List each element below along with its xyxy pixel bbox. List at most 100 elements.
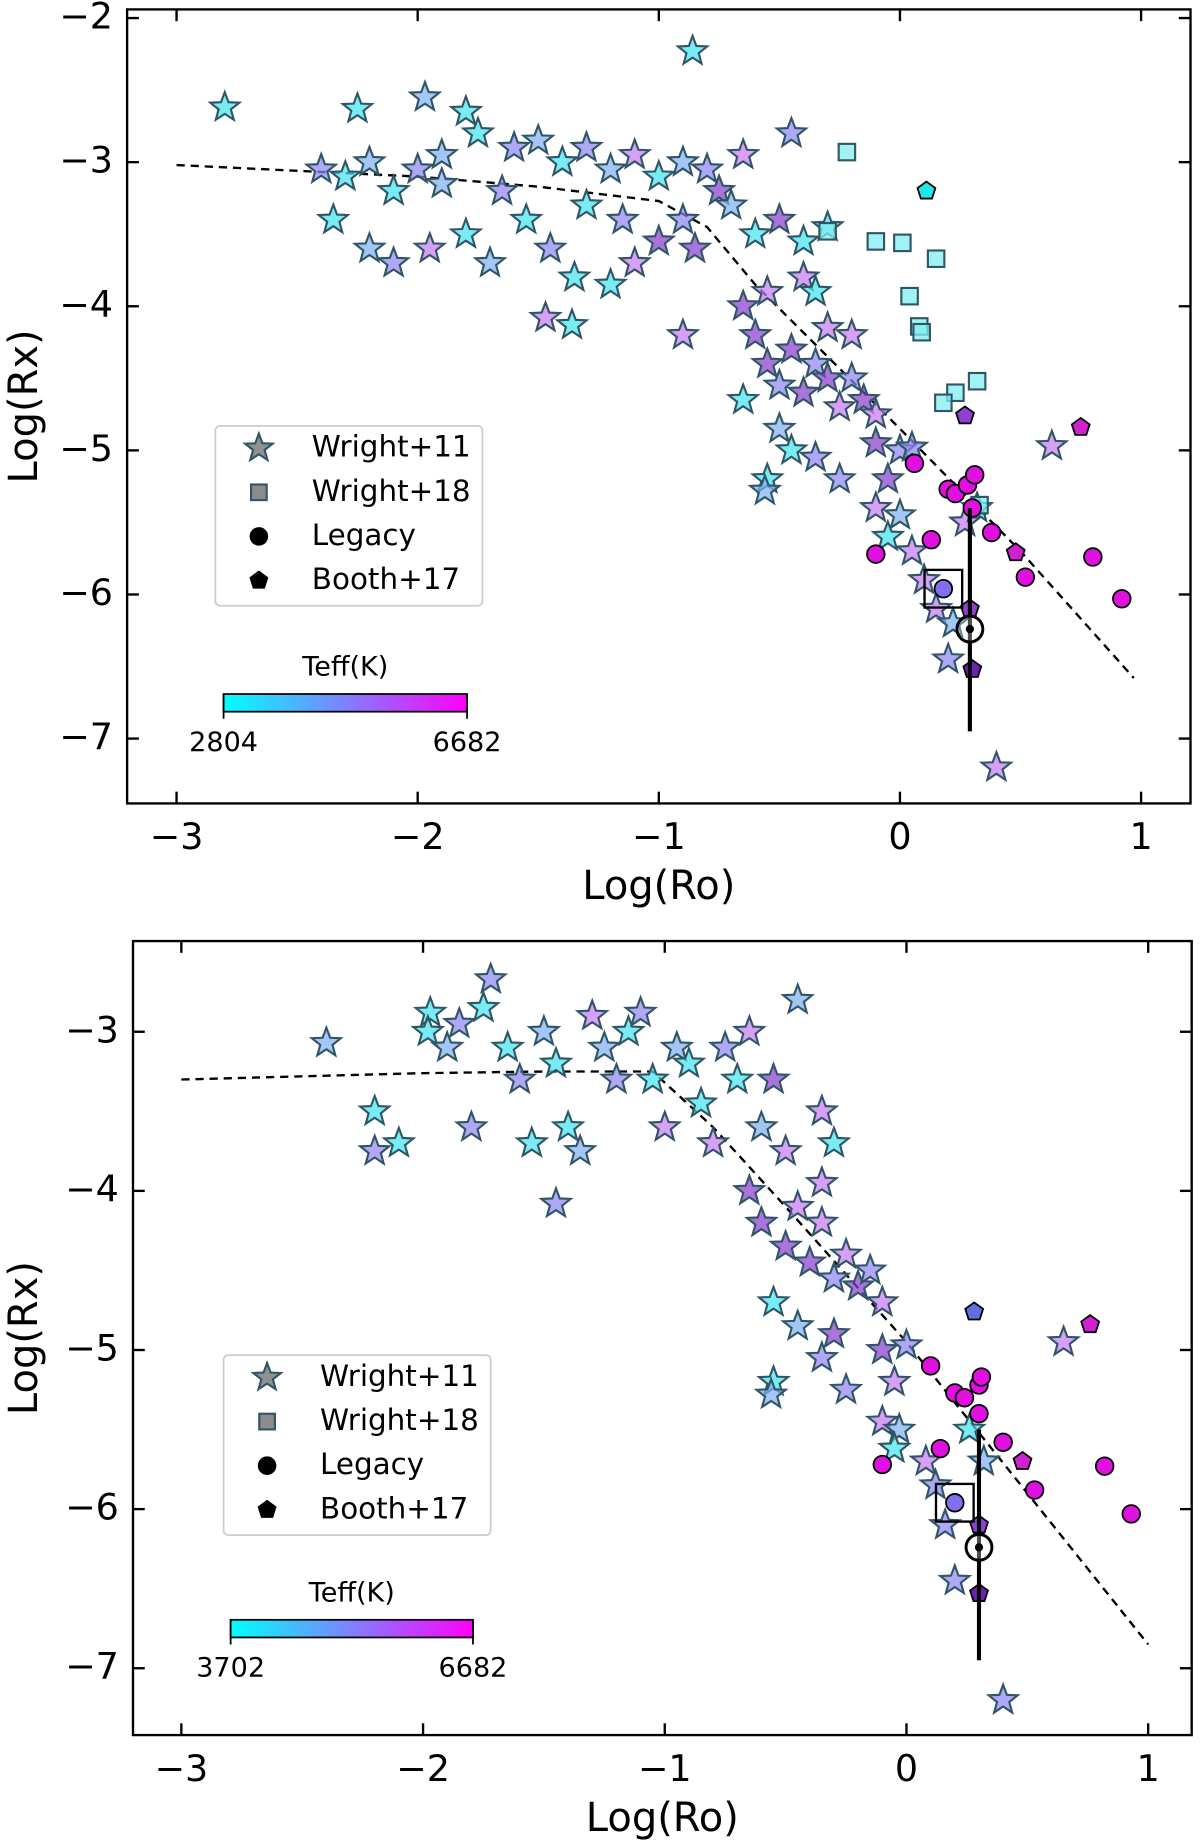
star-marker — [894, 532, 930, 566]
star-marker — [804, 1092, 840, 1127]
star-marker — [611, 1013, 646, 1047]
star-marker — [713, 187, 749, 221]
star-marker — [780, 1188, 816, 1222]
star-marker — [834, 359, 870, 394]
star-marker — [951, 1411, 987, 1445]
sun-dot — [965, 624, 974, 634]
star-marker — [870, 460, 906, 495]
y-tick-label: −7 — [59, 715, 113, 758]
star-marker — [598, 1061, 634, 1095]
star-marker — [617, 136, 653, 170]
star-marker — [569, 187, 604, 221]
legend-label: Legacy — [312, 518, 416, 552]
star-marker — [774, 432, 809, 466]
star-marker — [453, 1108, 489, 1143]
star-marker — [376, 172, 412, 206]
legend-label: Wright+18 — [320, 1403, 479, 1437]
circle-marker — [921, 530, 942, 550]
colorbar — [229, 1618, 474, 1639]
star-marker — [774, 115, 809, 149]
y-tick-label: −4 — [65, 1167, 119, 1210]
x-axis-label: Log(Ro) — [582, 863, 735, 909]
star-marker — [207, 89, 243, 123]
star-marker — [550, 1108, 586, 1143]
star-marker — [635, 1061, 671, 1095]
star-marker — [761, 367, 797, 401]
legend-box — [222, 1354, 492, 1536]
y-tick-label: −2 — [59, 0, 113, 38]
circle-marker — [904, 453, 925, 474]
square-marker — [912, 322, 931, 342]
x-tick-label: −3 — [154, 1747, 208, 1790]
y-tick-label: −6 — [59, 571, 113, 614]
star-marker — [376, 244, 412, 278]
star-marker — [858, 395, 894, 430]
colorbar — [222, 693, 468, 713]
x-tick-label: 0 — [895, 1747, 918, 1790]
star-marker — [768, 1132, 804, 1166]
circle-marker — [933, 579, 954, 599]
x-tick-label: −1 — [632, 815, 686, 858]
star-marker — [756, 1061, 791, 1095]
star-marker — [947, 504, 983, 538]
colorbar-min: 3702 — [196, 1653, 265, 1684]
star-marker — [816, 1124, 852, 1158]
circle-marker — [1024, 1480, 1045, 1500]
star-marker — [804, 1339, 840, 1373]
circle-marker — [971, 1367, 992, 1387]
star-marker — [647, 1109, 683, 1143]
star-marker — [822, 388, 858, 422]
star-marker — [774, 331, 809, 365]
star-marker — [810, 309, 846, 343]
circle-marker — [930, 1438, 951, 1459]
star-marker — [526, 1013, 562, 1047]
circle-marker — [964, 465, 985, 485]
star-marker — [641, 158, 677, 192]
circle-marker — [1015, 567, 1036, 587]
star-marker — [864, 1403, 900, 1437]
star-marker — [731, 1013, 767, 1047]
star-marker — [514, 1124, 550, 1158]
pentagon-marker — [964, 1301, 985, 1321]
star-marker — [882, 496, 918, 531]
star-marker — [460, 115, 496, 149]
star-marker — [798, 345, 833, 379]
star-marker — [400, 151, 436, 185]
star-marker — [659, 1029, 695, 1063]
star-marker — [351, 230, 387, 264]
star-marker — [490, 1029, 526, 1063]
pentagon-marker — [962, 658, 983, 678]
star-marker — [671, 1045, 707, 1079]
star-marker — [1034, 427, 1070, 461]
star-marker — [737, 215, 773, 249]
star-marker — [725, 288, 761, 322]
star-marker — [966, 1443, 1002, 1477]
star-marker — [677, 230, 713, 264]
star-marker — [864, 1331, 900, 1365]
plot-frame — [125, 8, 1192, 805]
star-marker — [737, 316, 773, 350]
star-marker — [864, 1284, 900, 1318]
star-marker — [675, 32, 711, 66]
star-marker — [544, 143, 580, 178]
star-marker — [937, 1562, 973, 1596]
pentagon-marker — [1012, 1450, 1033, 1470]
star-marker — [473, 960, 509, 995]
y-tick-label: −7 — [65, 1645, 119, 1688]
star-marker — [834, 316, 870, 350]
star-marker — [1046, 1323, 1082, 1357]
star-marker — [786, 223, 821, 257]
star-marker — [466, 989, 501, 1023]
star-marker — [424, 136, 460, 170]
star-marker — [798, 439, 833, 473]
star-marker — [242, 430, 276, 463]
star-marker — [852, 1252, 888, 1286]
star-marker — [719, 1061, 755, 1095]
star-marker — [381, 1124, 417, 1158]
star-marker — [641, 223, 677, 257]
colorbar-min: 2804 — [189, 727, 258, 758]
star-marker — [731, 1172, 767, 1206]
star-marker — [749, 345, 785, 379]
x-tick-label: 0 — [888, 815, 911, 858]
